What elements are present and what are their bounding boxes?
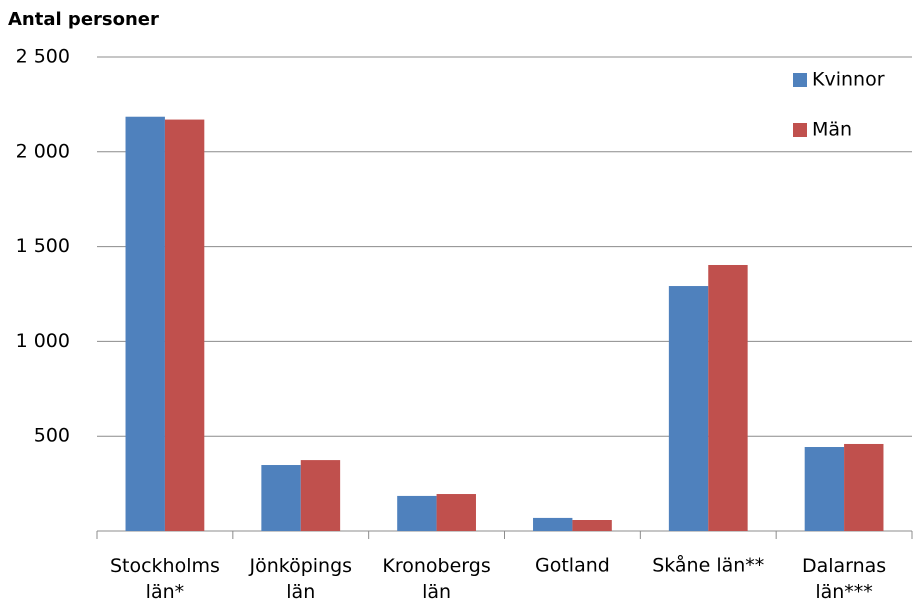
bar bbox=[300, 460, 341, 531]
y-tick-label: 500 bbox=[34, 425, 70, 447]
x-tick-label: Skåne län** bbox=[652, 554, 764, 577]
legend-label: Män bbox=[812, 119, 852, 141]
bar bbox=[164, 119, 205, 532]
bar bbox=[708, 264, 748, 531]
bar bbox=[844, 443, 884, 531]
legend-swatch bbox=[793, 123, 807, 137]
x-tick-label: Kronobergs län bbox=[382, 555, 490, 603]
legend-label: Kvinnor bbox=[812, 69, 885, 91]
x-tick-label: Jönköpings län bbox=[248, 555, 352, 603]
x-tick-label: Gotland bbox=[535, 555, 610, 577]
bar bbox=[572, 520, 612, 531]
bar bbox=[125, 116, 165, 531]
bar bbox=[804, 447, 845, 531]
bar bbox=[261, 465, 301, 531]
y-tick-label: 1 500 bbox=[16, 235, 70, 257]
x-tick-label: Stockholms län* bbox=[110, 555, 220, 603]
bar bbox=[436, 494, 476, 531]
x-tick-label: Dalarnas län*** bbox=[802, 555, 886, 603]
bar bbox=[397, 495, 437, 531]
y-tick-label: 2 000 bbox=[16, 140, 70, 162]
y-tick-label: 2 500 bbox=[16, 46, 70, 68]
bar bbox=[668, 286, 709, 531]
legend-swatch bbox=[793, 73, 807, 87]
axis-title: Antal personer bbox=[8, 9, 159, 30]
bar bbox=[533, 517, 573, 531]
y-tick-label: 1 000 bbox=[16, 330, 70, 352]
